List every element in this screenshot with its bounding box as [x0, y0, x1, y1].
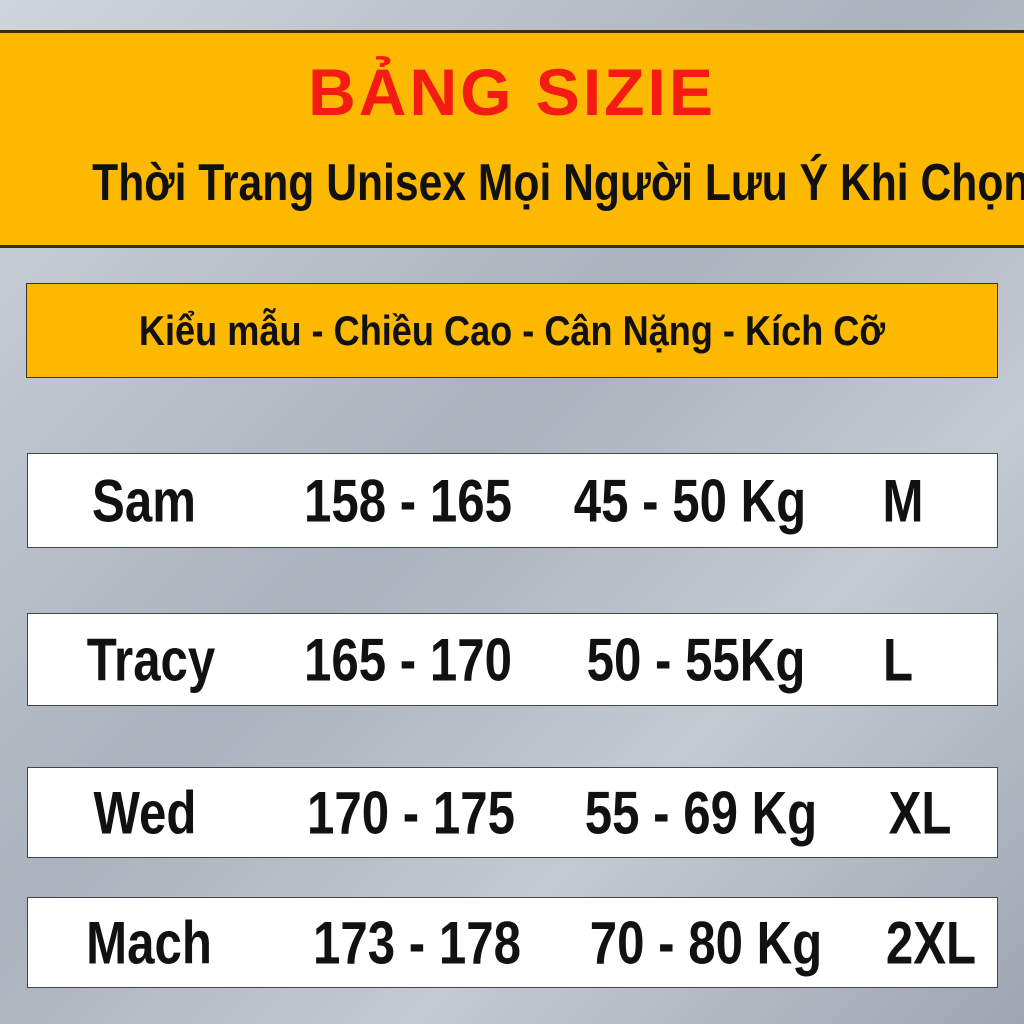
size-cell: M	[882, 467, 924, 534]
size-row: Wed 170 - 175 55 - 69 Kg XL	[27, 767, 998, 858]
model-cell: Wed	[93, 779, 197, 846]
weight-cell: 45 - 50 Kg	[573, 467, 807, 534]
size-cell: 2XL	[885, 909, 977, 976]
size-row: Sam 158 - 165 45 - 50 Kg M	[27, 453, 998, 548]
page-subtitle: Thời Trang Unisex Mọi Người Lưu Ý Khi Ch…	[92, 154, 1024, 212]
weight-cell: 70 - 80 Kg	[589, 909, 823, 976]
height-cell: 165 - 170	[304, 626, 512, 693]
title-banner	[0, 30, 1024, 248]
weight-cell: 50 - 55Kg	[586, 626, 806, 693]
page-title: BẢNG SIZIE	[308, 55, 716, 129]
height-cell: 173 - 178	[313, 909, 521, 976]
size-row: Tracy 165 - 170 50 - 55Kg L	[27, 613, 998, 706]
height-cell: 170 - 175	[307, 779, 515, 846]
weight-cell: 55 - 69 Kg	[584, 779, 818, 846]
size-row: Mach 173 - 178 70 - 80 Kg 2XL	[27, 897, 998, 988]
model-cell: Mach	[86, 909, 212, 976]
size-cell: L	[882, 626, 914, 693]
column-header-label: Kiểu mẫu - Chiều Cao - Cân Nặng - Kích C…	[138, 307, 886, 354]
model-cell: Tracy	[86, 626, 216, 693]
height-cell: 158 - 165	[304, 467, 512, 534]
size-cell: XL	[888, 779, 952, 846]
model-cell: Sam	[92, 467, 196, 534]
column-header: Kiểu mẫu - Chiều Cao - Cân Nặng - Kích C…	[26, 283, 998, 378]
